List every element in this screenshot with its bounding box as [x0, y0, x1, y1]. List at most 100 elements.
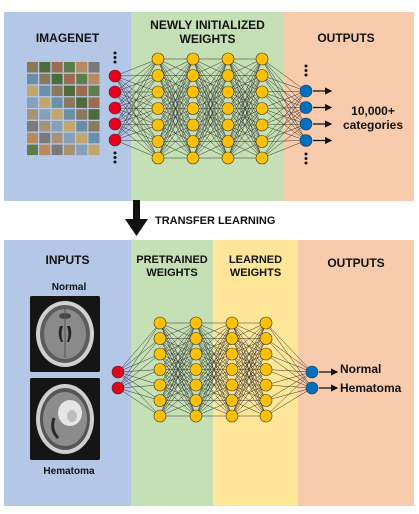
network-connection	[157, 75, 194, 159]
network-connection	[117, 369, 161, 389]
imagenet-thumbnail	[88, 73, 100, 85]
imagenet-thumbnail	[27, 62, 38, 73]
network-connection	[231, 322, 267, 370]
network-connection	[192, 108, 229, 159]
ellipsis-dot	[304, 161, 308, 165]
network-connection	[114, 139, 159, 159]
network-connection	[159, 322, 197, 370]
ellipsis-dot	[113, 56, 117, 59]
hidden-node	[255, 135, 269, 148]
network-connection	[117, 322, 161, 373]
network-connection	[265, 322, 313, 373]
network-connection	[157, 58, 194, 76]
network-connection	[195, 369, 233, 417]
imagenet-thumbnail	[27, 85, 38, 97]
network-connection	[227, 58, 263, 109]
imagenet-thumbnail	[51, 132, 63, 144]
hidden-node	[259, 409, 273, 423]
normal-scan-caption: Normal	[51, 282, 87, 293]
imagenet-thumbnail	[51, 144, 63, 156]
network-connection	[265, 353, 313, 373]
hidden-node	[255, 69, 269, 82]
imagenet-thumbnail	[88, 121, 100, 132]
imagenet-thumbnail	[76, 85, 88, 97]
imagenet-thumbnail	[76, 62, 88, 73]
hidden-node	[186, 69, 200, 82]
hidden-node	[151, 151, 165, 165]
ellipsis-dot	[304, 152, 308, 156]
network-connection	[195, 353, 233, 417]
hidden-node	[221, 69, 235, 82]
hidden-node	[153, 409, 167, 423]
imagenet-thumbnail	[63, 73, 75, 85]
imagenet-thumbnail	[39, 97, 51, 108]
network-connection	[195, 338, 233, 417]
network-connection	[117, 338, 161, 389]
hidden-node	[153, 363, 167, 376]
ellipsis-dot	[113, 156, 117, 159]
categories-label: 10,000+ categories	[342, 104, 404, 133]
network-connection	[195, 322, 233, 355]
network-connection	[261, 90, 307, 142]
imagenet-thumbnail	[39, 62, 51, 73]
imagenet-thumbnail	[39, 144, 51, 156]
hidden-node	[259, 347, 273, 361]
mri-normal-scan	[30, 296, 100, 372]
network-connection	[192, 58, 229, 126]
network-connection	[114, 91, 159, 141]
imagenet-thumbnail	[88, 97, 100, 108]
bottom-outputs-label: OUTPUTS	[327, 256, 385, 270]
network-connection	[159, 322, 197, 401]
hidden-node	[259, 332, 273, 345]
ellipsis-dot	[113, 160, 117, 164]
network-connection	[117, 322, 161, 389]
learned-weights-label: LEARNED WEIGHTS	[228, 254, 283, 280]
imagenet-thumbnail	[63, 62, 75, 73]
output-node	[299, 117, 313, 131]
hidden-node	[221, 135, 235, 148]
network-connection	[265, 371, 313, 386]
network-connection	[192, 58, 229, 109]
network-connection	[114, 58, 159, 141]
hidden-node	[153, 378, 167, 392]
hidden-node	[153, 332, 167, 345]
imagenet-thumbnail	[63, 85, 75, 97]
network-connection	[231, 353, 267, 417]
hidden-node	[255, 151, 269, 165]
input-node	[108, 117, 122, 131]
ellipsis-dot	[304, 69, 308, 72]
bottom-inputs-panel	[4, 240, 131, 506]
hidden-node	[259, 378, 273, 392]
network-connection	[227, 58, 263, 93]
hidden-node	[255, 52, 269, 66]
imagenet-thumbnail	[39, 73, 51, 85]
hidden-node	[189, 332, 203, 345]
network-connection	[195, 322, 233, 339]
network-connection	[159, 400, 197, 417]
imagenet-thumbnail	[27, 73, 38, 85]
network-connection	[195, 400, 233, 417]
hidden-node	[221, 52, 235, 66]
network-connection	[117, 353, 161, 389]
hidden-node	[186, 135, 200, 148]
hidden-node	[221, 102, 235, 115]
imagenet-thumbnail	[88, 109, 100, 120]
imagenet-thumbnail	[76, 121, 88, 132]
input-node	[108, 69, 122, 83]
network-connection	[195, 322, 233, 401]
imagenet-thumbnail	[63, 97, 75, 108]
network-connection	[157, 58, 194, 126]
network-connection	[192, 91, 229, 159]
hidden-node	[225, 394, 239, 407]
network-connection	[157, 58, 194, 109]
network-connection	[114, 108, 159, 141]
network-connection	[159, 338, 197, 417]
imagenet-thumbnail	[27, 97, 38, 108]
ellipsis-dot	[113, 151, 117, 155]
imagenet-thumbnail	[39, 109, 51, 120]
pretrained-weights-label: PRETRAINED WEIGHTS	[136, 254, 208, 280]
hidden-node	[151, 135, 165, 148]
newly-initialized-weights-label: NEWLY INITIALIZED WEIGHTS	[150, 18, 265, 47]
network-connection	[117, 384, 161, 389]
